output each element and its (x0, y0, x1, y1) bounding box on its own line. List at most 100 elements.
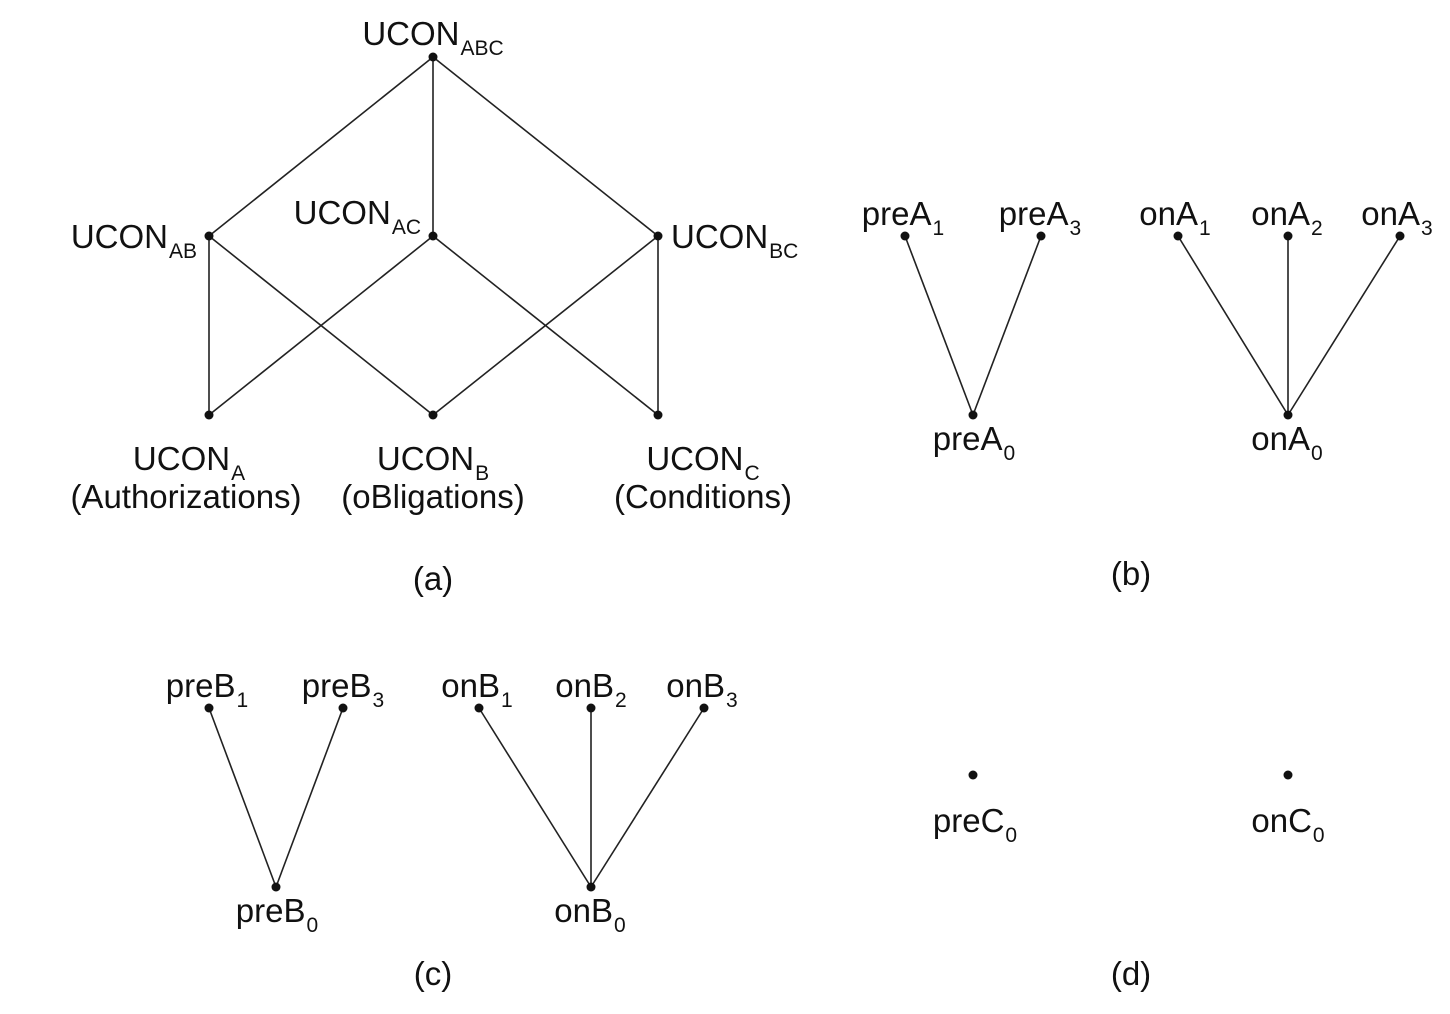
edge-b-on1-on0 (1177, 235, 1289, 416)
node-label-b-pre0: preA0 (933, 420, 1015, 465)
node-label-c-on3: onB3 (666, 667, 737, 712)
label-subscript: A (231, 462, 245, 485)
label-subscript: 0 (1005, 824, 1017, 847)
edge-c-pre3-pre0 (275, 707, 344, 888)
node-dot-a-abc (428, 52, 438, 62)
label-base: preB (236, 892, 306, 929)
label-subscript: ABC (460, 37, 503, 60)
node-label-c-pre1: preB1 (166, 667, 248, 712)
node-dot-c-on2 (586, 703, 596, 713)
node-label-b-on3: onA3 (1361, 195, 1432, 240)
label-subscript: 2 (1311, 217, 1323, 240)
label-base: UCON (71, 218, 168, 255)
panel-caption-c: (c) (414, 955, 452, 992)
node-label-a-bc: UCONBC (671, 218, 798, 263)
node-label-b-on1: onA1 (1139, 195, 1210, 240)
node-dot-c-pre0 (271, 882, 281, 892)
node-dot-c-pre1 (204, 703, 214, 713)
node-label-b-on0: onA0 (1251, 420, 1322, 465)
label-subscript: 1 (1199, 217, 1211, 240)
node-dot-b-pre0 (968, 410, 978, 420)
edges-layer (208, 56, 1401, 888)
node-dot-a-c (653, 410, 663, 420)
node-dot-d-on0 (1283, 770, 1293, 780)
label-subscript: 0 (1004, 442, 1016, 465)
label-subscript: 3 (1070, 217, 1082, 240)
label-subscript: AB (169, 240, 197, 263)
node-dot-a-a (204, 410, 214, 420)
node-label-c-pre3: preB3 (302, 667, 384, 712)
node-dot-c-on0 (586, 882, 596, 892)
node-label-a-c: UCONC (646, 440, 759, 485)
label-subscript: 2 (615, 689, 627, 712)
label-base: onA (1251, 195, 1310, 232)
node-dot-a-bc (653, 231, 663, 241)
label-base: preC (933, 802, 1005, 839)
label-base: onA (1361, 195, 1420, 232)
node-dot-a-ac (428, 231, 438, 241)
node-label-c-on2: onB2 (555, 667, 626, 712)
node-label-d-on0: onC0 (1251, 802, 1324, 847)
node-dot-b-on2 (1283, 231, 1293, 241)
node-dot-b-on3 (1395, 231, 1405, 241)
label-base: preB (302, 667, 372, 704)
edge-c-pre1-pre0 (208, 707, 277, 888)
panel-caption-d: (d) (1111, 955, 1151, 992)
node-dot-b-pre1 (900, 231, 910, 241)
label-subscript: AC (392, 216, 421, 239)
label-subscript: 1 (237, 689, 249, 712)
label-subscript: 0 (1313, 824, 1325, 847)
label-subscript: BC (769, 240, 798, 263)
label-base: onB (666, 667, 725, 704)
node-dot-b-pre3 (1036, 231, 1046, 241)
label-base: UCON (377, 440, 474, 477)
label-base: onC (1251, 802, 1312, 839)
label-base: UCON (362, 15, 459, 52)
node-label-b-on2: onA2 (1251, 195, 1322, 240)
node-dot-a-b (428, 410, 438, 420)
node-dot-a-ab (204, 231, 214, 241)
edge-a-abc-ab (208, 56, 434, 237)
node-dot-c-pre3 (338, 703, 348, 713)
node-dot-b-on0 (1283, 410, 1293, 420)
edge-c-on1-on0 (478, 707, 592, 888)
label-subscript: 3 (1421, 217, 1433, 240)
edge-c-on3-on0 (590, 707, 705, 888)
label-base: preB (166, 667, 236, 704)
node-label-a-ab: UCONAB (71, 218, 197, 263)
label-base: UCON (133, 440, 230, 477)
label-base: preA (999, 195, 1069, 232)
node-label-d-pre0: preC0 (933, 802, 1017, 847)
node-dot-b-on1 (1173, 231, 1183, 241)
edge-a-ac-a (208, 235, 434, 416)
node-label-a-ac: UCONAC (294, 194, 421, 239)
label-base: UCON (294, 194, 391, 231)
node-dot-c-on3 (699, 703, 709, 713)
label-subscript: 0 (307, 914, 319, 937)
node-description-a-c: (Conditions) (614, 478, 792, 515)
node-label-b-pre3: preA3 (999, 195, 1081, 240)
captions-layer: (a) (b) (c) (d) (413, 555, 1151, 992)
node-label-b-pre1: preA1 (862, 195, 944, 240)
label-subscript: B (475, 462, 489, 485)
node-label-a-a: UCONA (133, 440, 245, 485)
label-subscript: 3 (373, 689, 385, 712)
node-label-a-b: UCONB (377, 440, 489, 485)
panel-caption-b: (b) (1111, 555, 1151, 592)
edge-b-pre1-pre0 (904, 235, 974, 416)
node-label-c-on1: onB1 (441, 667, 512, 712)
label-base: preA (862, 195, 932, 232)
edge-b-pre3-pre0 (972, 235, 1042, 416)
label-base: UCON (646, 440, 743, 477)
edge-a-bc-b (432, 235, 659, 416)
label-base: onB (441, 667, 500, 704)
label-base: onA (1139, 195, 1198, 232)
label-base: onB (554, 892, 613, 929)
edge-b-on3-on0 (1287, 235, 1401, 416)
label-subscript: 3 (726, 689, 738, 712)
panel-caption-a: (a) (413, 560, 453, 597)
label-subscript: 1 (501, 689, 513, 712)
label-subscript: 0 (614, 914, 626, 937)
